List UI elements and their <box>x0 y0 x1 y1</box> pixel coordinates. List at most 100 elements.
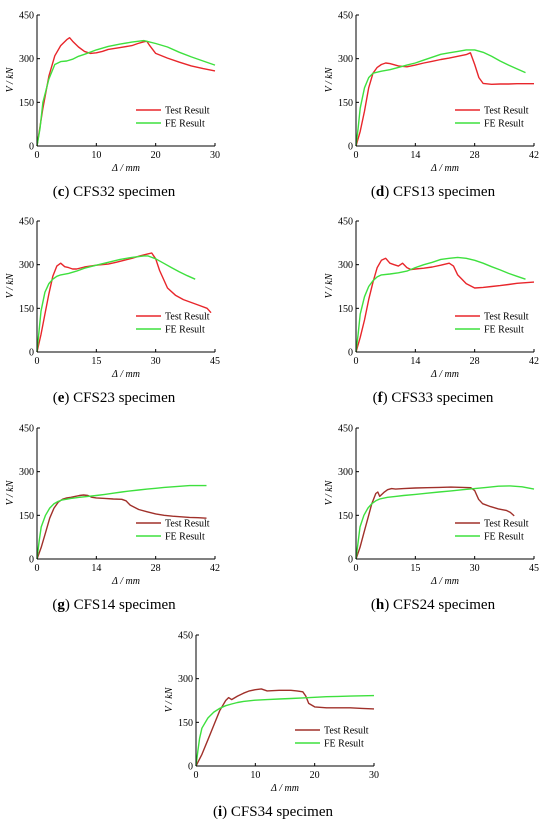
y-axis-label: V / kN <box>164 686 175 712</box>
y-tick-label: 450 <box>338 11 353 22</box>
x-axis-label: Δ / mm <box>111 576 140 587</box>
y-axis-label: V / kN <box>324 272 335 298</box>
series-line-fe <box>36 484 207 560</box>
y-tick-label: 300 <box>338 467 353 478</box>
chart-panel-e: 0 150 300 450 0 15 30 45 Δ / mm V / kN Test Result… <box>5 217 220 407</box>
panel-caption: (i) CFS34 specimen <box>213 804 334 820</box>
y-tick-label: 0 <box>188 762 193 773</box>
x-tick-label: 45 <box>529 563 539 574</box>
panel-caption: (h) CFS24 specimen <box>371 597 496 613</box>
x-tick-label: 14 <box>410 150 420 161</box>
y-tick-label: 300 <box>19 260 34 271</box>
chart-panel-i: 0 150 300 450 0 10 20 30 Δ / mm V / kN Test Result… <box>164 631 379 821</box>
series-line-test <box>36 494 207 560</box>
x-axis-label: Δ / mm <box>111 163 140 174</box>
x-tick-label: 0 <box>194 770 199 781</box>
series-line-fe <box>355 49 526 147</box>
y-tick-label: 0 <box>29 142 34 153</box>
y-axis-label: V / kN <box>324 66 335 92</box>
legend-label-fe: FE Result <box>484 119 524 130</box>
series-line-fe <box>36 255 196 353</box>
x-tick-label: 45 <box>210 356 220 367</box>
series-line-test <box>355 52 534 147</box>
x-tick-label: 0 <box>35 150 40 161</box>
legend-label-fe: FE Result <box>484 325 524 336</box>
y-axis-label: V / kN <box>5 272 16 298</box>
x-tick-label: 14 <box>91 563 101 574</box>
panel-caption: (c) CFS32 specimen <box>53 184 176 200</box>
x-tick-label: 42 <box>529 150 539 161</box>
y-tick-label: 0 <box>29 348 34 359</box>
x-axis-label: Δ / mm <box>430 369 459 380</box>
y-tick-label: 450 <box>19 217 34 228</box>
y-tick-label: 0 <box>348 142 353 153</box>
x-tick-label: 30 <box>151 356 161 367</box>
y-tick-label: 300 <box>19 467 34 478</box>
y-tick-label: 450 <box>338 424 353 435</box>
x-tick-label: 10 <box>91 150 101 161</box>
x-tick-label: 30 <box>369 770 379 781</box>
x-tick-label: 30 <box>210 150 220 161</box>
y-tick-label: 150 <box>338 511 353 522</box>
x-axis-label: Δ / mm <box>270 783 299 794</box>
chart-panel-h: 0 150 300 450 0 15 30 45 Δ / mm V / kN Test Result… <box>324 424 539 614</box>
chart-panel-d: 0 150 300 450 0 14 28 42 Δ / mm V / kN Test Result… <box>324 11 539 201</box>
y-tick-label: 0 <box>348 555 353 566</box>
y-axis-label: V / kN <box>5 66 16 92</box>
x-axis-label: Δ / mm <box>430 576 459 587</box>
legend-label-test: Test Result <box>165 519 210 530</box>
y-axis-label: V / kN <box>5 479 16 505</box>
series-line-test <box>36 252 212 353</box>
chart-panel-f: 0 150 300 450 0 14 28 42 Δ / mm V / kN Test Result… <box>324 217 539 407</box>
legend-label-test: Test Result <box>484 312 529 323</box>
x-tick-label: 0 <box>35 563 40 574</box>
legend-label-test: Test Result <box>165 312 210 323</box>
y-tick-label: 150 <box>338 304 353 315</box>
y-tick-label: 450 <box>338 217 353 228</box>
x-tick-label: 20 <box>310 770 320 781</box>
x-tick-label: 0 <box>354 356 359 367</box>
y-axis-label: V / kN <box>324 479 335 505</box>
y-tick-label: 300 <box>19 54 34 65</box>
panel-caption: (g) CFS14 specimen <box>52 597 176 613</box>
y-tick-label: 150 <box>338 98 353 109</box>
legend-label-test: Test Result <box>324 726 369 737</box>
x-tick-label: 10 <box>250 770 260 781</box>
panel-caption: (e) CFS23 specimen <box>53 390 176 406</box>
legend-label-fe: FE Result <box>165 532 205 543</box>
y-tick-label: 150 <box>178 718 193 729</box>
y-tick-label: 300 <box>338 260 353 271</box>
y-tick-label: 450 <box>19 424 34 435</box>
series-line-test <box>355 257 535 353</box>
x-tick-label: 28 <box>470 150 480 161</box>
series-line-fe <box>195 694 375 767</box>
x-tick-label: 42 <box>210 563 220 574</box>
legend-label-fe: FE Result <box>484 532 524 543</box>
x-tick-label: 15 <box>410 563 420 574</box>
y-tick-label: 450 <box>19 11 34 22</box>
y-tick-label: 450 <box>178 631 193 642</box>
y-tick-label: 0 <box>348 348 353 359</box>
legend-label-test: Test Result <box>484 106 529 117</box>
legend-label-fe: FE Result <box>165 119 205 130</box>
series-line-fe <box>36 39 216 147</box>
series-line-test <box>355 486 515 560</box>
y-tick-label: 300 <box>178 674 193 685</box>
x-tick-label: 28 <box>151 563 161 574</box>
series-line-test <box>36 37 216 147</box>
y-tick-label: 150 <box>19 511 34 522</box>
x-tick-label: 14 <box>410 356 420 367</box>
legend-label-test: Test Result <box>165 106 210 117</box>
panel-caption: (d) CFS13 specimen <box>371 184 496 200</box>
y-tick-label: 0 <box>29 555 34 566</box>
legend-label-fe: FE Result <box>324 739 364 750</box>
x-tick-label: 0 <box>35 356 40 367</box>
x-tick-label: 15 <box>91 356 101 367</box>
x-tick-label: 0 <box>354 150 359 161</box>
x-tick-label: 28 <box>470 356 480 367</box>
chart-panel-c: 0 150 300 450 0 10 20 30 Δ / mm V / kN Test Result… <box>5 11 220 201</box>
y-tick-label: 300 <box>338 54 353 65</box>
chart-panel-g: 0 150 300 450 0 14 28 42 Δ / mm V / kN Test Result… <box>5 424 220 614</box>
y-tick-label: 150 <box>19 304 34 315</box>
